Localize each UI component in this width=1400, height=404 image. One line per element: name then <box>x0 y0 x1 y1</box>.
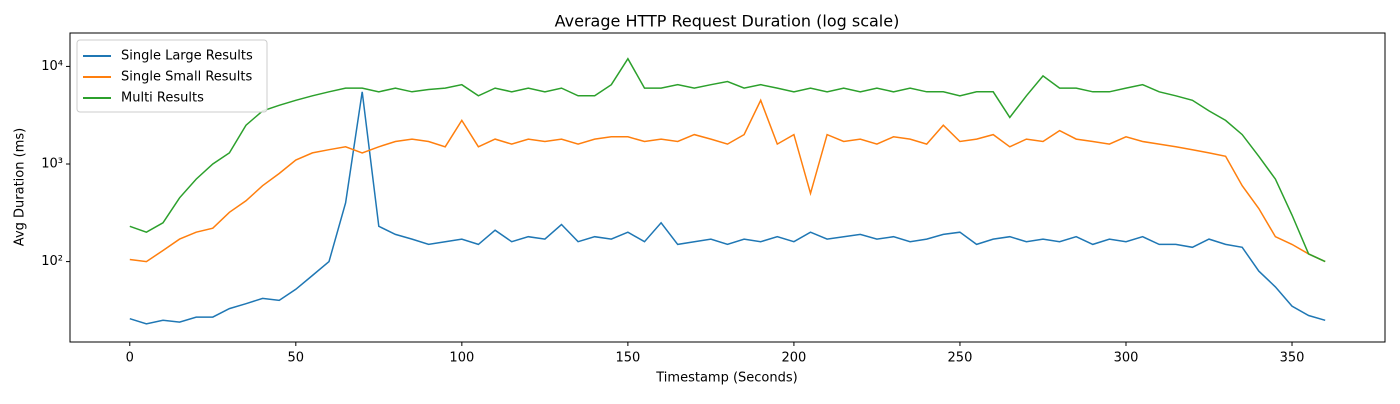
y-tick-label: 10³ <box>41 157 63 172</box>
y-tick-label: 10² <box>41 254 63 269</box>
x-tick-label: 0 <box>126 351 134 366</box>
x-tick-label: 100 <box>449 351 474 366</box>
x-tick-label: 250 <box>948 351 973 366</box>
x-tick-label: 200 <box>782 351 807 366</box>
x-tick-label: 150 <box>615 351 640 366</box>
legend-label: Multi Results <box>121 91 204 106</box>
x-tick-label: 350 <box>1280 351 1305 366</box>
line-series <box>129 91 1326 325</box>
legend-label: Single Small Results <box>121 70 253 85</box>
chart-title: Average HTTP Request Duration (log scale… <box>555 12 900 31</box>
y-axis-label: Avg Duration (ms) <box>13 128 28 246</box>
line-series <box>129 98 1326 263</box>
plot-frame <box>69 32 1386 343</box>
x-tick-label: 300 <box>1114 351 1139 366</box>
legend-label: Single Large Results <box>121 49 253 64</box>
line-series <box>129 57 1326 263</box>
x-axis-label: Timestamp (Seconds) <box>655 371 797 386</box>
x-tick-label: 50 <box>288 351 305 366</box>
legend-box <box>76 39 268 113</box>
y-tick-label: 10⁴ <box>41 59 63 74</box>
